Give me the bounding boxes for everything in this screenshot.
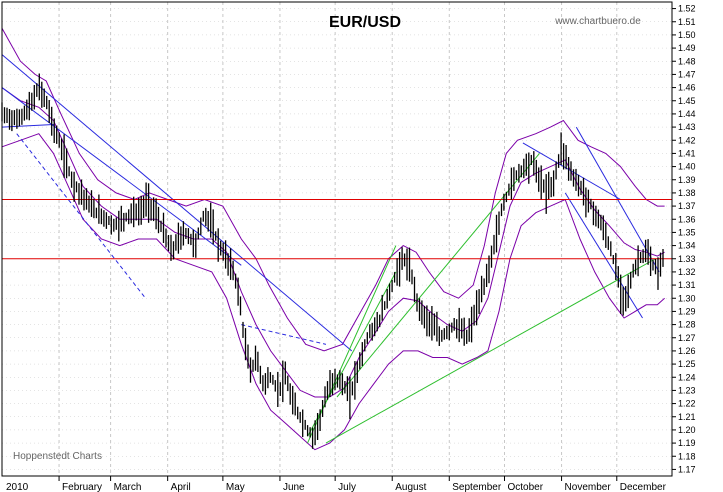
green-trend-line	[325, 258, 656, 444]
y-tick-label: 1.22	[678, 399, 696, 409]
y-tick-label: 1.17	[678, 464, 696, 474]
blue-trend-line	[1, 123, 54, 128]
y-tick-label: 1.47	[678, 69, 696, 79]
y-tick-label: 1.42	[678, 135, 696, 145]
x-tick-label: November	[565, 482, 612, 492]
y-tick-label: 1.36	[678, 214, 696, 224]
y-tick-label: 1.46	[678, 83, 696, 93]
y-tick-label: 1.35	[678, 227, 696, 237]
y-tick-label: 1.31	[678, 280, 696, 290]
price-bars	[1, 73, 664, 449]
source-note: Hoppenstedt Charts	[13, 451, 102, 462]
y-tick-label: 1.33	[678, 254, 696, 264]
bollinger-upper-band	[1, 28, 665, 352]
blue-trend-line	[241, 324, 327, 345]
blue-trend-line	[522, 142, 621, 200]
y-tick-label: 1.45	[678, 96, 696, 106]
y-tick-label: 1.30	[678, 293, 696, 303]
y-tick-label: 1.25	[678, 359, 696, 369]
x-tick-label: August	[395, 482, 426, 492]
y-tick-label: 1.44	[678, 109, 696, 119]
y-axis-ticks: 1.17 1.18 1.19 1.20 1.21 1.22 1.23 1.24 1.25 1.26…	[672, 4, 696, 474]
blue-trend-line	[1, 87, 242, 266]
year-label: 2010	[6, 482, 29, 492]
y-tick-label: 1.27	[678, 333, 696, 343]
y-tick-label: 1.37	[678, 201, 696, 211]
y-tick-label: 1.48	[678, 56, 696, 66]
y-tick-label: 1.21	[678, 412, 696, 422]
y-tick-label: 1.29	[678, 306, 696, 316]
y-tick-label: 1.43	[678, 122, 696, 132]
y-tick-label: 1.52	[678, 4, 696, 14]
x-tick-label: March	[114, 482, 142, 492]
y-tick-label: 1.51	[678, 17, 696, 27]
x-tick-label: April	[171, 482, 191, 492]
y-tick-label: 1.39	[678, 175, 696, 185]
grid-lines	[2, 2, 672, 476]
blue-trend-line	[564, 192, 643, 319]
y-tick-label: 1.34	[678, 241, 696, 251]
plot-frame	[1, 1, 673, 477]
y-tick-label: 1.41	[678, 148, 696, 158]
y-tick-label: 1.23	[678, 385, 696, 395]
x-tick-label: December	[620, 482, 667, 492]
x-tick-label: July	[338, 482, 356, 492]
x-tick-label: February	[62, 482, 102, 492]
x-tick-label: May	[226, 482, 245, 492]
chart-title: EUR/USD	[329, 14, 401, 31]
y-tick-label: 1.20	[678, 425, 696, 435]
y-tick-label: 1.24	[678, 372, 696, 382]
y-tick-label: 1.50	[678, 30, 696, 40]
y-tick-label: 1.18	[678, 451, 696, 461]
horizontal-levels	[2, 199, 672, 260]
blue-trend-line	[1, 54, 353, 352]
watermark-text: www.chartbuero.de	[554, 16, 641, 27]
y-tick-label: 1.40	[678, 162, 696, 172]
x-axis-labels: February March April May June July August Septe…	[58, 476, 667, 492]
y-tick-label: 1.26	[678, 346, 696, 356]
y-tick-label: 1.32	[678, 267, 696, 277]
x-tick-label: October	[508, 482, 544, 492]
bollinger-lower-band	[1, 133, 665, 451]
y-tick-label: 1.49	[678, 43, 696, 53]
y-tick-label: 1.38	[678, 188, 696, 198]
y-tick-label: 1.28	[678, 320, 696, 330]
y-tick-label: 1.19	[678, 438, 696, 448]
x-tick-label: June	[283, 482, 305, 492]
green-trend-line	[336, 153, 540, 398]
x-tick-label: September	[452, 482, 502, 492]
